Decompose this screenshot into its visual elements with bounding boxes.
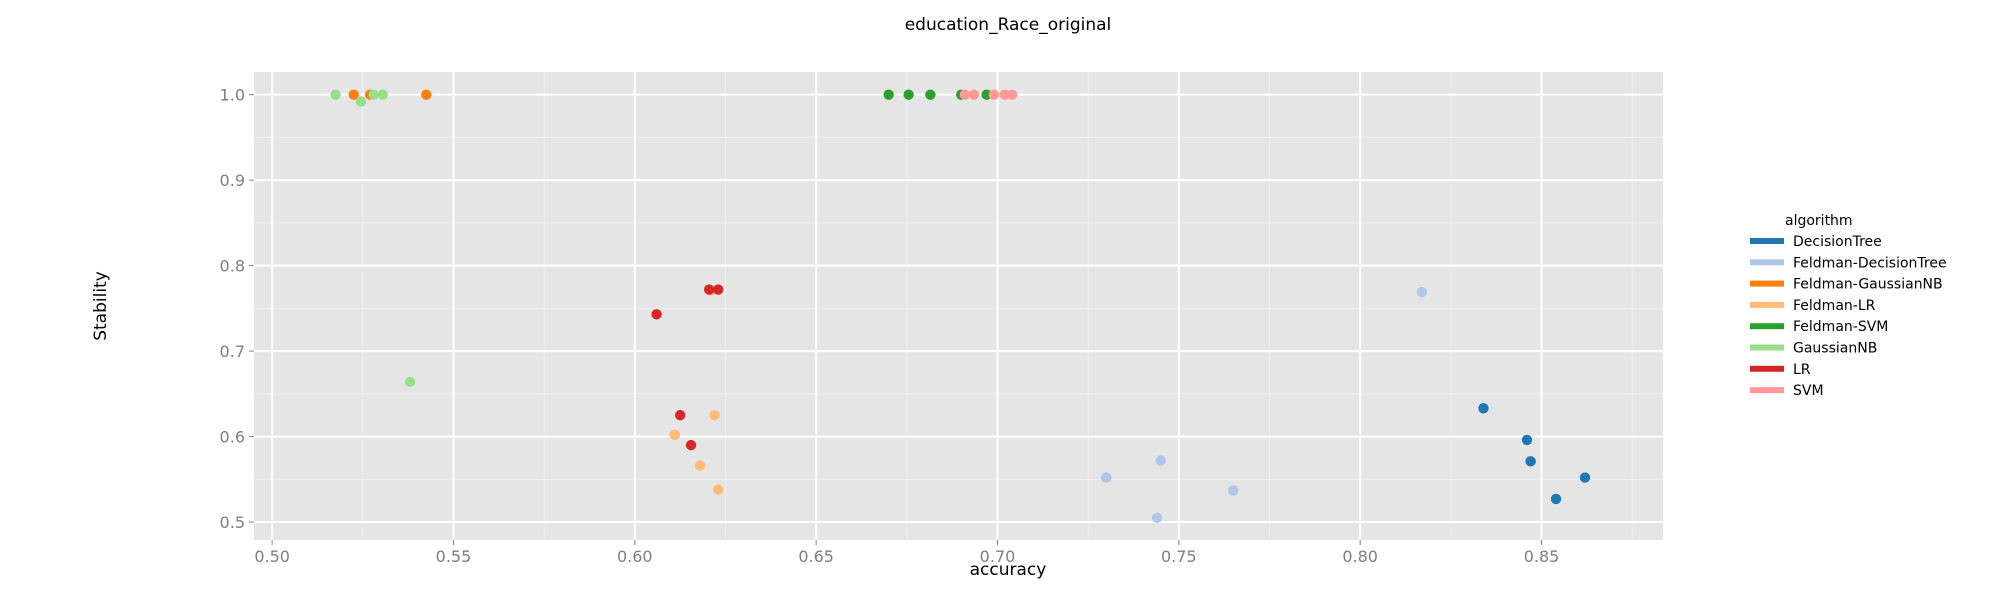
data-point: [368, 89, 379, 100]
data-point: [959, 89, 971, 100]
legend-swatch: [1750, 387, 1784, 394]
data-point: [1525, 456, 1536, 467]
x-tick-label: 0.50: [254, 547, 290, 566]
legend-swatch: [1750, 344, 1784, 351]
x-tick-label: 0.85: [1524, 547, 1560, 566]
x-tick-label: 0.80: [1342, 547, 1378, 566]
legend-swatch: [1750, 365, 1784, 372]
data-point: [988, 89, 1000, 100]
data-point: [968, 89, 980, 100]
x-tick-label: 0.65: [798, 547, 834, 566]
data-point: [377, 89, 388, 100]
data-point: [1006, 89, 1018, 100]
y-tick-label: 0.8: [220, 257, 245, 276]
y-tick-label: 1.0: [220, 86, 245, 105]
y-tick-label: 0.5: [220, 513, 245, 532]
data-point: [1478, 403, 1489, 414]
legend-label: SVM: [1793, 383, 1824, 399]
data-point: [1151, 512, 1163, 523]
legend-label: Feldman-SVM: [1793, 319, 1888, 335]
data-point: [330, 89, 341, 100]
legend-label: GaussianNB: [1793, 341, 1877, 357]
x-tick-label: 0.70: [980, 547, 1016, 566]
legend-label: Feldman-GaussianNB: [1793, 277, 1943, 293]
data-point: [674, 410, 686, 421]
legend-swatch: [1750, 301, 1784, 308]
data-point: [355, 96, 367, 107]
legend-title: algorithm: [1785, 213, 1853, 229]
data-point: [925, 89, 936, 100]
data-point: [694, 460, 706, 471]
x-tick-label: 0.55: [436, 547, 472, 566]
legend-label: Feldman-LR: [1793, 298, 1876, 314]
data-point: [404, 376, 416, 388]
legend-label: Feldman-DecisionTree: [1793, 255, 1947, 271]
data-point: [903, 89, 914, 100]
major-gridlines: [254, 72, 1663, 540]
data-point: [669, 429, 680, 441]
x-tick-label: 0.60: [617, 547, 653, 566]
data-point: [709, 410, 720, 421]
legend-swatch: [1750, 238, 1784, 244]
data-point: [981, 89, 992, 100]
data-point: [713, 484, 724, 495]
data-point: [685, 439, 697, 451]
legend-swatch: [1750, 280, 1784, 287]
y-tick-label: 0.7: [220, 342, 245, 361]
y-tick-label: 0.9: [220, 171, 245, 190]
legend-swatch: [1750, 323, 1784, 330]
legend-label: LR: [1793, 362, 1811, 378]
data-point: [348, 89, 359, 100]
data-point: [703, 284, 715, 295]
data-point: [999, 89, 1010, 100]
data-point: [713, 284, 724, 295]
data-point: [1155, 455, 1166, 466]
data-point: [1521, 434, 1533, 446]
legend: algorithm DecisionTree Feldman-DecisionTr…: [1750, 213, 1947, 399]
plot-panel: [254, 72, 1663, 540]
x-tick-label: 0.75: [1161, 547, 1197, 566]
minor-gridlines: [254, 72, 1663, 540]
chart-title: education_Race_original: [905, 15, 1112, 35]
y-axis-label: Stability: [91, 271, 111, 341]
data-point: [883, 89, 894, 100]
data-point: [1101, 472, 1112, 483]
data-point: [651, 309, 662, 320]
x-axis-label: accuracy: [970, 560, 1047, 580]
data-point: [1416, 286, 1428, 298]
legend-swatch: [1750, 259, 1784, 266]
data-point: [1550, 493, 1562, 505]
data-points: [330, 89, 1591, 523]
legend-label: DecisionTree: [1793, 234, 1882, 250]
data-point: [421, 89, 432, 100]
data-point: [1228, 485, 1239, 496]
axis-ticks: 0.50 0.55 0.60 0.65 0.70 0.75 0.80 0.85 0.5 0.6 0.…: [220, 86, 1560, 566]
data-point: [1579, 472, 1591, 483]
y-tick-label: 0.6: [220, 428, 245, 447]
